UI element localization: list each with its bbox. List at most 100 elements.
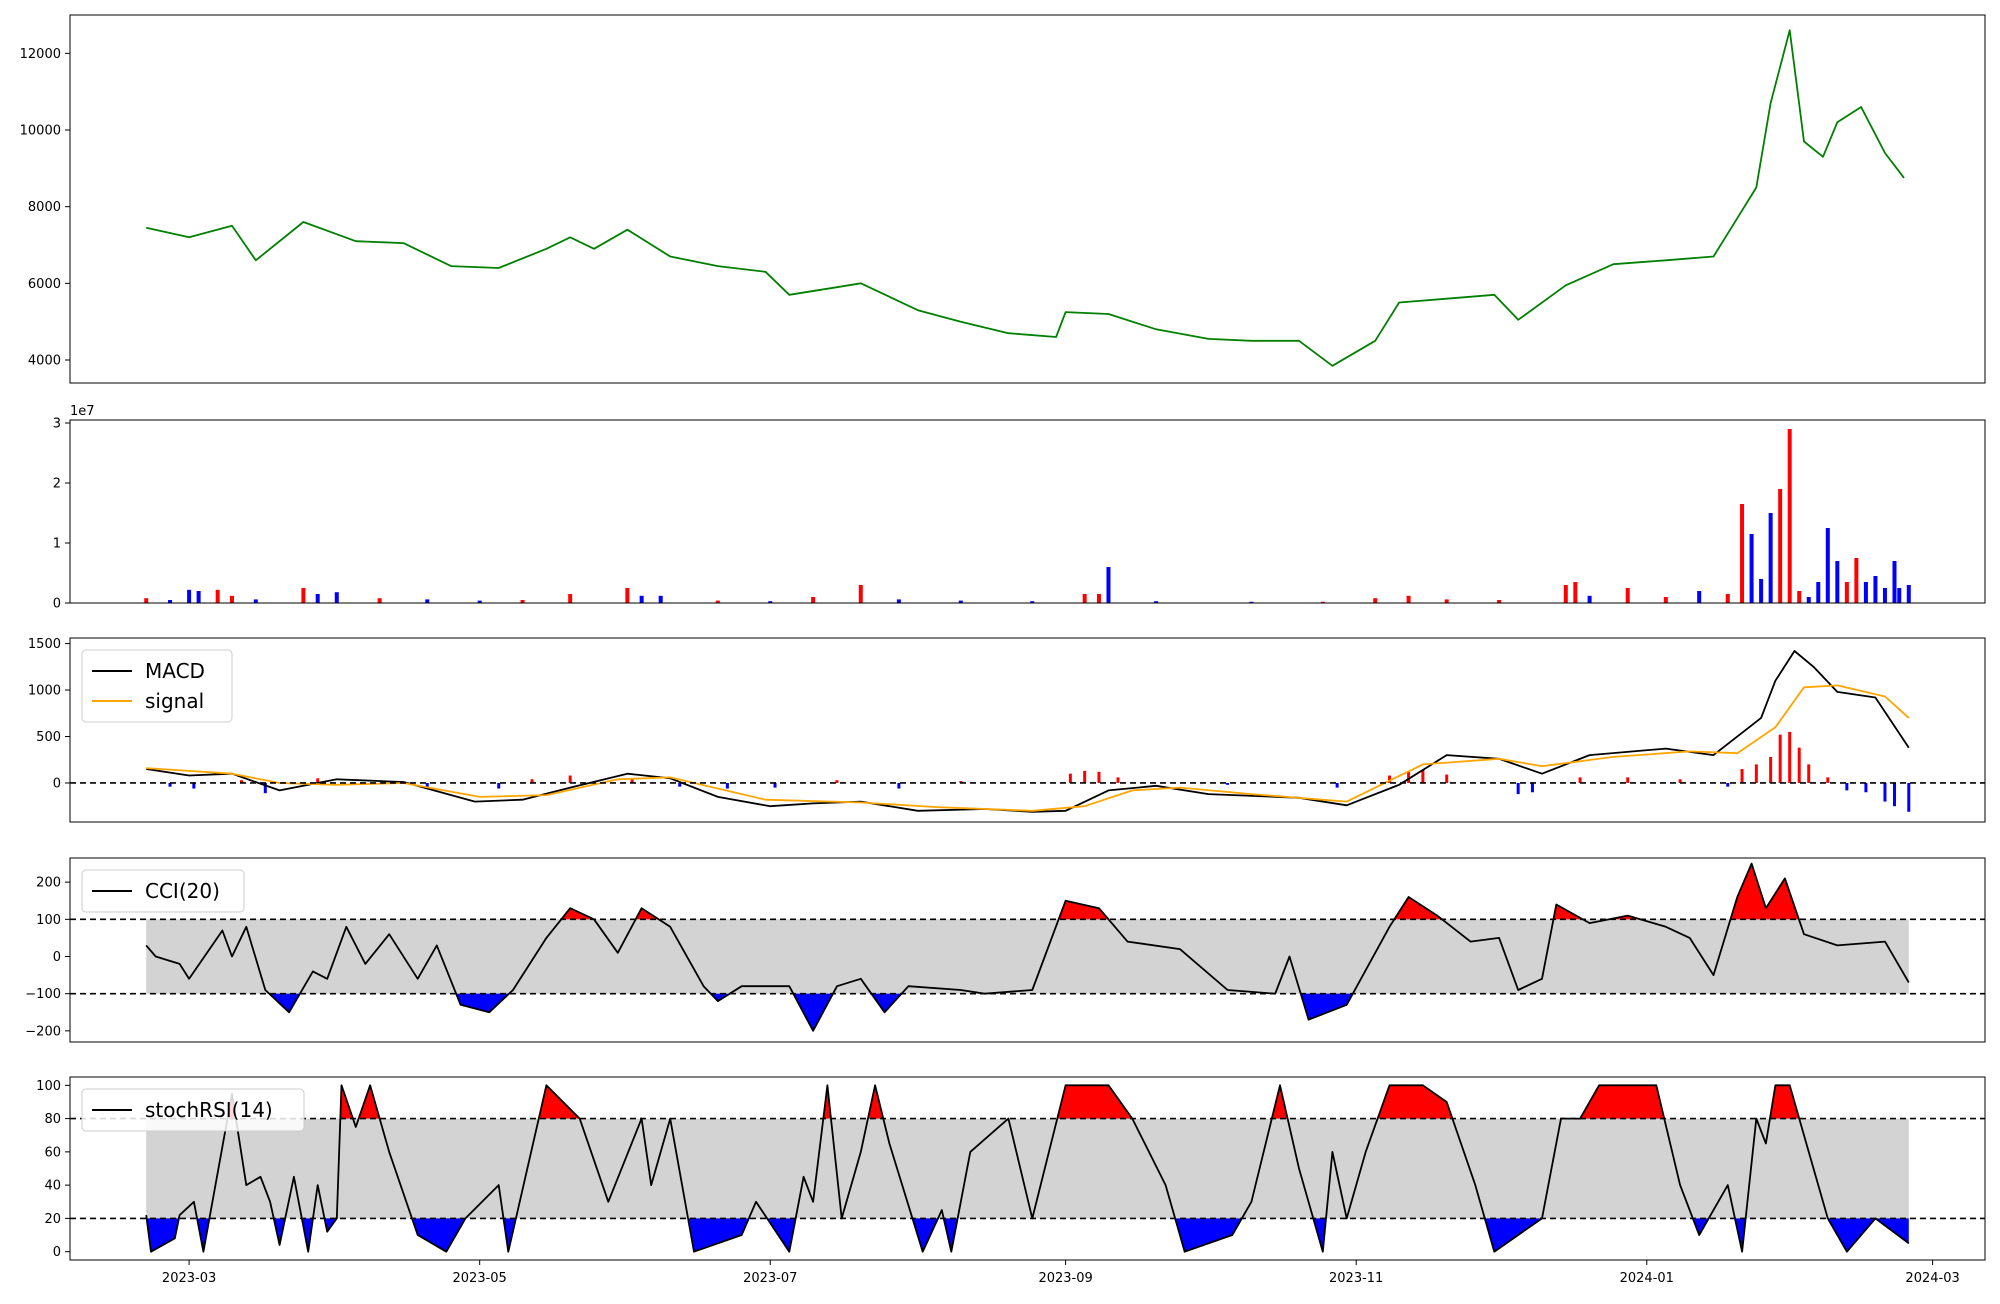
volume-axis-multiplier: 1e7 — [70, 404, 95, 419]
volume-bar — [715, 600, 720, 603]
macd-histogram-bar — [1726, 782, 1730, 787]
stochrsi-panel: 0 20 40 60 80 100 stochRSI(14) — [36, 1076, 1986, 1261]
macd-histogram-bar — [497, 782, 501, 789]
macd-histogram-bar — [959, 781, 963, 783]
volume-bar — [229, 595, 234, 603]
volume-bar — [144, 598, 149, 603]
macd-histogram-bar — [773, 782, 777, 788]
volume-bar — [1892, 561, 1897, 603]
cci-line-cci20 — [145, 862, 1910, 1032]
volume-bar — [1863, 582, 1868, 603]
volume-bar — [1249, 601, 1254, 603]
volume-bar — [1406, 595, 1411, 603]
stochrsi-band — [146, 1118, 1909, 1219]
x-tick-label: 2024-01 — [1620, 1271, 1674, 1286]
stochrsi-frame — [69, 1076, 1986, 1261]
macd-histogram-bar — [263, 782, 267, 794]
volume-bar — [1663, 597, 1668, 603]
macd-ytick-label: 1500 — [28, 637, 61, 652]
macd-histogram-bar — [1826, 777, 1830, 783]
volume-bar — [658, 595, 663, 603]
volume-plot-area — [144, 429, 1911, 603]
macd-histogram-bar — [630, 778, 634, 783]
macd-histogram-bar — [1421, 769, 1425, 783]
macd-histogram-bar — [1407, 771, 1411, 783]
macd-histogram-bar — [192, 782, 196, 789]
macd-histogram-bar — [1097, 771, 1101, 783]
volume-bar — [1854, 558, 1859, 603]
macd-histogram-bar — [1530, 782, 1534, 793]
macd-histogram-bar — [1068, 773, 1072, 783]
stochrsi-ytick-label: 40 — [44, 1179, 61, 1194]
volume-bar — [568, 594, 573, 603]
volume-bar — [1749, 534, 1754, 603]
price-ytick-label: 12000 — [20, 47, 61, 62]
macd-legend: MACD signal — [81, 649, 233, 723]
macd-histogram-bar — [1864, 782, 1868, 793]
macd-histogram-bar — [1797, 747, 1801, 783]
volume-bar — [1906, 585, 1911, 603]
x-tick-label: 2024-03 — [1905, 1271, 1959, 1286]
volume-bar — [1154, 601, 1159, 603]
cci-legend-box — [81, 869, 245, 913]
macd-histogram-bar — [1907, 782, 1911, 812]
macd-histogram-bar — [1335, 782, 1339, 788]
macd-ytick-label: 500 — [36, 730, 61, 745]
volume-bar — [1882, 588, 1887, 603]
volume-bar — [1787, 429, 1792, 603]
volume-bar — [1082, 594, 1087, 603]
stochrsi-ytick-label: 0 — [53, 1245, 61, 1260]
volume-bar — [1320, 601, 1325, 603]
volume-bar — [1897, 588, 1902, 603]
cci-plot-area — [145, 862, 1910, 1032]
volume-bar — [1835, 561, 1840, 603]
volume-bar — [1373, 598, 1378, 603]
cci-ytick-label: −200 — [25, 1024, 61, 1039]
macd-frame — [69, 637, 1986, 823]
volume-bar — [768, 601, 773, 603]
price-panel: 4000 6000 8000 10000 12000 — [20, 14, 1986, 384]
cci-legend: CCI(20) — [81, 869, 245, 913]
macd-histogram-bar — [1388, 775, 1392, 783]
volume-bar — [1697, 591, 1702, 603]
volume-bar — [1106, 567, 1111, 603]
stochrsi-legend: stochRSI(14) — [81, 1088, 305, 1132]
macd-histogram-bar — [725, 782, 729, 789]
cci-ytick-label: 0 — [53, 950, 61, 965]
x-tick-label: 2023-05 — [453, 1271, 507, 1286]
cci-panel: −200 −100 0 100 200 CCI(20) — [25, 857, 1986, 1043]
price-plot-area — [146, 29, 1905, 367]
price-frame — [69, 14, 1986, 384]
cci-ytick-label: −100 — [25, 987, 61, 1002]
volume-bar — [1625, 588, 1630, 603]
macd-histogram-bar — [1883, 782, 1887, 802]
macd-histogram-bar — [1226, 782, 1230, 785]
volume-bar — [253, 599, 258, 603]
stochrsi-overbought-fill — [227, 1085, 1800, 1119]
macd-line-macd — [146, 650, 1910, 813]
volume-bar — [196, 591, 201, 603]
macd-histogram-bar — [835, 780, 839, 783]
stochrsi-plot-area — [145, 1084, 1910, 1253]
x-tick-label: 2023-11 — [1329, 1271, 1383, 1286]
volume-bar — [477, 600, 482, 603]
volume-bar — [1096, 594, 1101, 603]
macd-histogram-bar — [1740, 769, 1744, 783]
volume-bar — [811, 597, 816, 603]
volume-bar — [1587, 595, 1592, 603]
macd-histogram-bar — [568, 775, 572, 783]
volume-bar — [958, 600, 963, 603]
volume-bar — [858, 585, 863, 603]
volume-ytick-label: 3 — [53, 417, 61, 432]
macd-histogram-bar — [168, 782, 172, 787]
cci-ytick-label: 100 — [36, 913, 61, 928]
macd-histogram-bar — [1892, 782, 1896, 807]
volume-bar — [1444, 599, 1449, 603]
volume-bar — [1844, 582, 1849, 603]
stochrsi-ytick-label: 80 — [44, 1112, 61, 1127]
volume-bar — [1778, 489, 1783, 603]
stochrsi-ytick-label: 60 — [44, 1145, 61, 1160]
macd-ytick-label: 1000 — [28, 684, 61, 699]
volume-bar — [1797, 591, 1802, 603]
macd-histogram-bar — [425, 782, 429, 788]
